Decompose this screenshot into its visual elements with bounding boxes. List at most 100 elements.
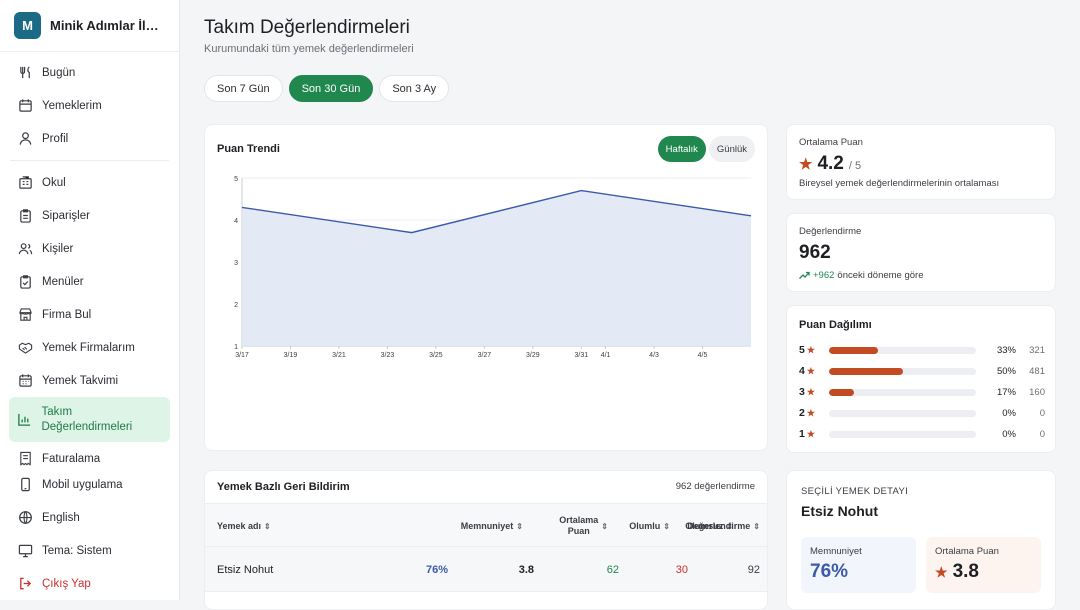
- star-icon: ★: [807, 408, 815, 419]
- sidebar-item-english[interactable]: English: [0, 501, 179, 534]
- period-2-button[interactable]: Son 3 Ay: [379, 75, 449, 102]
- sidebar-item-label: Firma Bul: [42, 309, 91, 321]
- sidebar-item-okul[interactable]: Okul: [0, 166, 179, 199]
- x-tick-label: 3/21: [332, 352, 346, 359]
- page-title: Takım Değerlendirmeleri: [204, 17, 410, 39]
- detail-average-box: Ortalama Puan ★3.8: [926, 537, 1041, 593]
- brand-logo: M: [14, 12, 41, 39]
- rating-percent: 0%: [976, 429, 1016, 440]
- rating-star-number: 1: [799, 428, 805, 440]
- detail-satisfaction-box: Memnuniyet 76%: [801, 537, 916, 593]
- column-header-label: Değerlendirme: [687, 521, 750, 532]
- average-rating-card: Ortalama Puan ★ 4.2 / 5 Bireysel yemek d…: [786, 124, 1056, 200]
- main-content: Takım Değerlendirmeleri Kurumundaki tüm …: [180, 0, 1080, 600]
- rating-stars: 1★: [799, 428, 829, 440]
- sidebar-item-label: Profil: [42, 133, 68, 145]
- rating-stars: 4★: [799, 365, 829, 377]
- detail-average-value: 3.8: [953, 561, 979, 583]
- rating-stars: 2★: [799, 407, 829, 419]
- x-tick-label: 4/1: [601, 352, 611, 359]
- x-tick-label: 3/31: [575, 352, 589, 359]
- review-count-delta: +962: [813, 270, 834, 281]
- star-icon: ★: [935, 564, 948, 581]
- sidebar-item-label: Yemek Firmalarım: [42, 342, 135, 354]
- cell-name: Etsiz Nohut: [217, 547, 273, 592]
- sort-icon: ⇕: [753, 522, 760, 531]
- brand[interactable]: M Minik Adımlar İlkokulu: [0, 0, 179, 52]
- review-count-card: Değerlendirme 962 +962 önceki döneme gör…: [786, 213, 1056, 292]
- nav-divider: [10, 160, 169, 161]
- column-header-label: Ortalama Puan: [559, 515, 598, 537]
- sidebar-item-siparişler[interactable]: Siparişler: [0, 199, 179, 232]
- column-header[interactable]: Olumlu⇕: [629, 504, 670, 548]
- average-rating-max: / 5: [849, 160, 861, 172]
- sidebar-item-mobil-uygulama[interactable]: Mobil uygulama: [0, 468, 179, 501]
- sidebar-item-bugün[interactable]: Bugün: [0, 56, 179, 89]
- trend-area: [242, 191, 751, 346]
- logout-icon: [17, 576, 33, 592]
- average-rating-value-row: ★ 4.2 / 5: [799, 153, 861, 175]
- sort-icon: ⇕: [601, 522, 608, 531]
- x-tick-label: 3/23: [381, 352, 395, 359]
- rating-count: 321: [1016, 345, 1045, 356]
- column-header[interactable]: Ortalama Puan⇕: [559, 504, 608, 548]
- column-header[interactable]: Yemek adı⇕: [217, 504, 271, 548]
- rating-star-number: 5: [799, 344, 805, 356]
- cell-satisfaction: 76%: [426, 547, 448, 592]
- user-icon: [17, 131, 33, 147]
- sidebar-item-label: Bugün: [42, 67, 75, 79]
- x-tick-label: 4/3: [649, 352, 659, 359]
- sidebar-item-profil[interactable]: Profil: [0, 122, 179, 155]
- sidebar-item-yemeklerim[interactable]: Yemeklerim: [0, 89, 179, 122]
- period-0-button[interactable]: Son 7 Gün: [204, 75, 283, 102]
- x-tick-label: 3/27: [478, 352, 492, 359]
- y-tick-label: 3: [234, 260, 238, 267]
- rating-percent: 17%: [976, 387, 1016, 398]
- selected-meal-detail-card: SEÇİLİ YEMEK DETAYI Etsiz Nohut Memnuniy…: [786, 470, 1056, 610]
- sidebar-item-tema:-sistem[interactable]: Tema: Sistem: [0, 534, 179, 567]
- sidebar-item-menüler[interactable]: Menüler: [0, 265, 179, 298]
- rating-count: 481: [1016, 366, 1045, 377]
- sidebar-item-label: Faturalama: [42, 453, 100, 465]
- rating-count: 160: [1016, 387, 1045, 398]
- period-1-button[interactable]: Son 30 Gün: [289, 75, 374, 102]
- rating-row: 2★0%0: [799, 406, 1045, 420]
- rating-bar: [829, 368, 976, 375]
- rating-star-number: 3: [799, 386, 805, 398]
- sidebar-item-yemek-firmalarım[interactable]: Yemek Firmalarım: [0, 331, 179, 364]
- cell-positive: 62: [607, 547, 619, 592]
- calendar-days-icon: [17, 373, 33, 389]
- rating-stars: 3★: [799, 386, 829, 398]
- sidebar-item-label: Menüler: [42, 276, 84, 288]
- sidebar-item-label: Yemek Takvimi: [42, 375, 118, 387]
- y-tick-label: 5: [234, 176, 238, 183]
- rating-distribution-title: Puan Dağılımı: [799, 319, 872, 331]
- sidebar-item-label: Siparişler: [42, 210, 90, 222]
- sidebar-item-label: English: [42, 512, 80, 524]
- sidebar-item-çıkış-yap[interactable]: Çıkış Yap: [0, 567, 179, 600]
- rating-row: 4★50%481: [799, 364, 1045, 378]
- sidebar-item-kişiler[interactable]: Kişiler: [0, 232, 179, 265]
- average-rating-desc: Bireysel yemek değerlendirmelerinin orta…: [799, 178, 999, 189]
- column-header[interactable]: Memnuniyet⇕: [461, 504, 523, 548]
- clipboard-check-icon: [17, 274, 33, 290]
- y-tick-label: 1: [234, 344, 238, 351]
- average-rating-value: 4.2: [817, 153, 843, 175]
- detail-average-row: ★ 3.8: [935, 561, 979, 583]
- sidebar-item-takım-değerlendirmeleri[interactable]: Takım Değerlendirmeleri: [9, 397, 170, 442]
- sidebar-item-yemek-takvimi[interactable]: Yemek Takvimi: [0, 364, 179, 397]
- x-tick-label: 3/25: [429, 352, 443, 359]
- table-title: Yemek Bazlı Geri Bildirim: [217, 481, 350, 493]
- star-icon: ★: [799, 155, 812, 173]
- column-header[interactable]: Değerlendirme⇕: [687, 504, 760, 548]
- detail-meal-name: Etsiz Nohut: [801, 503, 878, 519]
- sidebar-item-firma-bul[interactable]: Firma Bul: [0, 298, 179, 331]
- cell-avg: 3.8: [519, 547, 534, 592]
- star-icon: ★: [807, 345, 815, 356]
- rating-star-number: 4: [799, 365, 805, 377]
- cell-negative: 30: [676, 547, 688, 592]
